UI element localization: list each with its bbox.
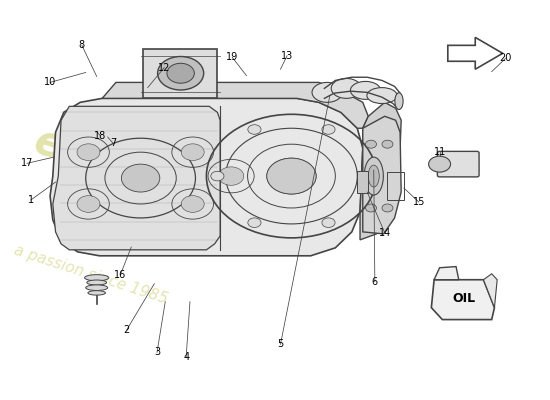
Circle shape [366, 204, 377, 212]
Circle shape [366, 140, 377, 148]
Circle shape [182, 196, 204, 212]
Text: eurospares: eurospares [28, 120, 292, 241]
Ellipse shape [312, 82, 342, 102]
Text: 7: 7 [110, 138, 116, 148]
Text: 17: 17 [21, 158, 33, 168]
Ellipse shape [85, 275, 109, 281]
Text: 10: 10 [44, 78, 56, 88]
Ellipse shape [331, 78, 361, 98]
Circle shape [182, 144, 204, 160]
Text: 6: 6 [372, 277, 378, 287]
Circle shape [122, 164, 160, 192]
Polygon shape [50, 98, 363, 256]
Circle shape [211, 171, 224, 181]
Circle shape [382, 140, 393, 148]
Polygon shape [53, 106, 220, 250]
FancyBboxPatch shape [437, 151, 479, 177]
Text: 8: 8 [79, 40, 85, 50]
Text: 18: 18 [95, 131, 107, 141]
Polygon shape [434, 266, 459, 280]
Circle shape [248, 218, 261, 228]
Circle shape [382, 204, 393, 212]
Circle shape [158, 56, 204, 90]
Circle shape [322, 125, 335, 134]
Ellipse shape [88, 291, 106, 295]
Text: 12: 12 [158, 63, 170, 73]
Text: 1: 1 [28, 195, 34, 205]
Text: 15: 15 [412, 197, 425, 207]
Text: 14: 14 [378, 228, 391, 238]
Ellipse shape [395, 93, 403, 110]
Ellipse shape [368, 165, 379, 187]
Text: OIL: OIL [452, 292, 475, 305]
Text: 13: 13 [281, 51, 293, 61]
Circle shape [359, 171, 372, 181]
Circle shape [77, 196, 100, 212]
Polygon shape [358, 171, 368, 193]
Text: 5: 5 [277, 339, 284, 349]
Ellipse shape [364, 157, 383, 195]
Ellipse shape [350, 82, 381, 99]
Polygon shape [144, 48, 217, 98]
Circle shape [167, 63, 194, 83]
Circle shape [248, 125, 261, 134]
Text: 20: 20 [499, 54, 512, 64]
Polygon shape [102, 82, 369, 128]
Text: 3: 3 [154, 347, 160, 357]
Text: 11: 11 [433, 147, 446, 157]
Text: 2: 2 [124, 324, 130, 334]
Polygon shape [360, 102, 401, 240]
Circle shape [322, 218, 335, 228]
Circle shape [267, 158, 316, 194]
Text: 19: 19 [226, 52, 238, 62]
Polygon shape [483, 274, 497, 308]
Polygon shape [448, 37, 503, 69]
Ellipse shape [86, 285, 108, 290]
Circle shape [428, 156, 450, 172]
Polygon shape [431, 280, 494, 320]
Circle shape [218, 167, 244, 185]
Polygon shape [363, 116, 401, 234]
Circle shape [77, 144, 100, 160]
Ellipse shape [367, 88, 397, 104]
Ellipse shape [87, 280, 107, 285]
Text: a passion since 1985: a passion since 1985 [12, 243, 169, 307]
Text: 16: 16 [114, 270, 126, 280]
Text: 4: 4 [183, 352, 189, 362]
